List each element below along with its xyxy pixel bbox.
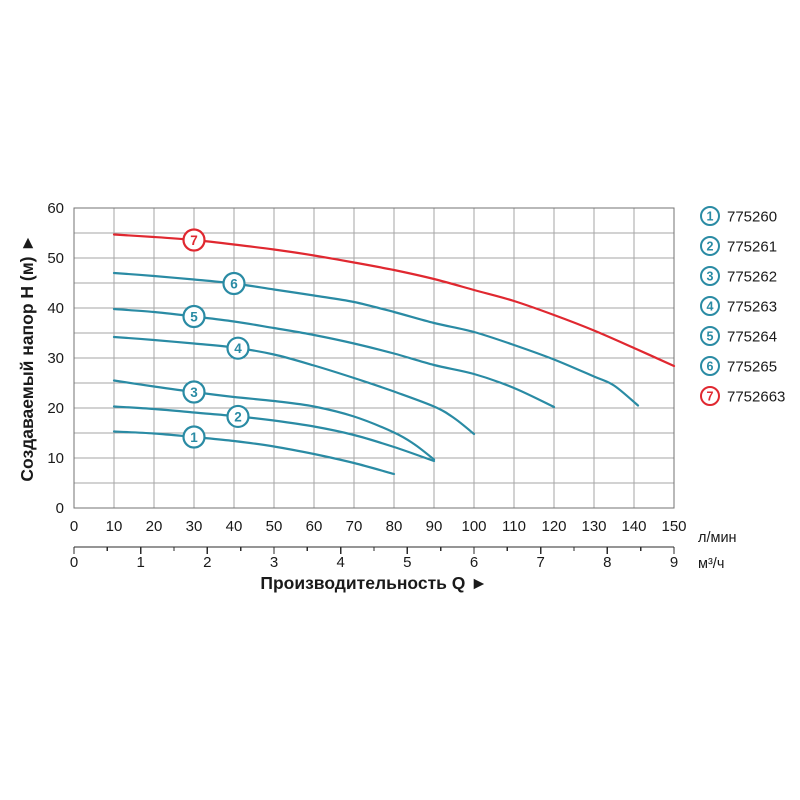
curve-marker-number-4: 4 [234, 341, 242, 356]
legend-item-1: 1 775260 [700, 206, 777, 226]
legend-model-label: 775265 [727, 358, 777, 375]
y-axis-tick-labels: 0 10 20 30 40 50 60 [47, 200, 64, 517]
legend-item-7: 7 7752663 [700, 386, 785, 406]
x-tick-label-m3h: 7 [536, 554, 544, 571]
curve-marker-number-5: 5 [190, 309, 198, 324]
curve-marker-number-6: 6 [230, 276, 238, 291]
legend-item-6: 6 775265 [700, 356, 777, 376]
x-tick-label-lmin: 30 [186, 518, 203, 535]
curve-marker-circle-3 [182, 380, 206, 404]
pump-curve-2 [112, 405, 436, 463]
y-tick-label: 50 [47, 250, 64, 267]
x-tick-label-m3h: 4 [336, 554, 344, 571]
curve-marker-number-1: 1 [190, 430, 198, 445]
legend-item-4: 4 775263 [700, 296, 777, 316]
x-tick-label-lmin: 90 [426, 518, 443, 535]
curve-marker-circle-6 [222, 271, 246, 296]
curve-marker-circle-7 [182, 228, 206, 252]
curve-marker-number-3: 3 [190, 385, 198, 400]
curve-marker-circle-4 [226, 336, 250, 360]
x-tick-label-lmin: 150 [661, 518, 686, 535]
x-tick-label-m3h: 3 [270, 554, 278, 571]
legend-number-circle [700, 386, 720, 406]
legend-number: 2 [707, 240, 714, 254]
x-tick-label-lmin: 10 [106, 518, 123, 535]
x-tick-label-m3h: 5 [403, 554, 411, 571]
x-tick-label-m3h: 2 [203, 554, 211, 571]
y-tick-label: 60 [47, 200, 64, 217]
x-tick-label-lmin: 20 [146, 518, 163, 535]
legend-number: 6 [707, 360, 714, 374]
pump-curve-4 [112, 335, 476, 436]
y-tick-label: 40 [47, 300, 64, 317]
x-tick-label-m3h: 6 [470, 554, 478, 571]
legend-number: 3 [707, 270, 714, 284]
x-axis-title: Производительность Q ► [260, 573, 487, 593]
x-tick-label-lmin: 80 [386, 518, 403, 535]
legend-item-3: 3 775262 [700, 266, 777, 286]
legend-model-label: 775263 [727, 298, 777, 315]
legend-number: 7 [707, 390, 714, 404]
x-tick-label-m3h: 9 [670, 554, 678, 571]
y-axis-title: Создаваемый напор H (м) ► [17, 234, 37, 481]
pump-curves [112, 233, 676, 476]
x-tick-label-m3h: 1 [136, 554, 144, 571]
legend-item-5: 5 775264 [700, 326, 777, 346]
legend-number: 1 [707, 210, 714, 224]
legend-number-circle [700, 236, 720, 256]
x-tick-label-m3h: 0 [70, 554, 78, 571]
legend-model-label: 775264 [727, 328, 777, 345]
x-tick-label-lmin: 100 [461, 518, 486, 535]
legend-number: 4 [707, 300, 714, 314]
x-tick-label-lmin: 50 [266, 518, 283, 535]
legend-model-label: 775261 [727, 238, 777, 255]
x-tick-label-lmin: 140 [621, 518, 646, 535]
curve-marker-number-7: 7 [190, 233, 198, 248]
x-axis-lmin-tick-labels: 0 10 20 30 40 50 60 70 80 90 100 110 120 130 140 150 [70, 518, 687, 535]
pump-curve-6 [112, 271, 640, 407]
pump-curve-1 [112, 430, 396, 476]
x-axis-m3h-scale: 0 1 2 3 4 5 6 7 8 9 [70, 546, 678, 571]
legend-number-circle [700, 356, 720, 376]
unit-label-m3h: м³/ч [698, 556, 724, 572]
x-tick-label-lmin: 70 [346, 518, 363, 535]
curve-marker-circle-5 [182, 304, 206, 329]
legend: 1 775260 2 775261 3 775262 4 775263 5 775264 6 7752… [700, 206, 785, 406]
unit-label-lmin: л/мин [698, 530, 737, 546]
x-tick-label-lmin: 60 [306, 518, 323, 535]
x-tick-label-lmin: 40 [226, 518, 243, 535]
legend-model-label: 775262 [727, 268, 777, 285]
plot-border [73, 207, 675, 509]
curve-marker-circle-2 [226, 404, 250, 429]
x-tick-label-m3h: 8 [603, 554, 611, 571]
legend-model-label: 7752663 [727, 388, 785, 405]
legend-number: 5 [707, 330, 714, 344]
legend-number-circle [700, 266, 720, 286]
y-tick-label: 10 [47, 450, 64, 467]
curve-marker-circle-1 [182, 425, 206, 449]
x-tick-label-lmin: 0 [70, 518, 78, 535]
grid-lines [73, 207, 675, 509]
y-tick-label: 30 [47, 350, 64, 367]
x-tick-label-lmin: 110 [502, 518, 526, 535]
y-tick-label: 0 [56, 500, 64, 517]
legend-number-circle [700, 206, 720, 226]
legend-model-label: 775260 [727, 208, 777, 225]
y-tick-label: 20 [47, 400, 64, 417]
legend-number-circle [700, 326, 720, 346]
pump-curve-7 [112, 233, 676, 368]
x-tick-label-lmin: 120 [541, 518, 566, 535]
legend-item-2: 2 775261 [700, 236, 777, 256]
curve-number-markers: 1 2 3 4 5 6 7 [182, 228, 250, 449]
curve-marker-number-2: 2 [234, 409, 242, 424]
x-tick-label-lmin: 130 [581, 518, 606, 535]
pump-curve-3 [112, 379, 436, 461]
legend-number-circle [700, 296, 720, 316]
